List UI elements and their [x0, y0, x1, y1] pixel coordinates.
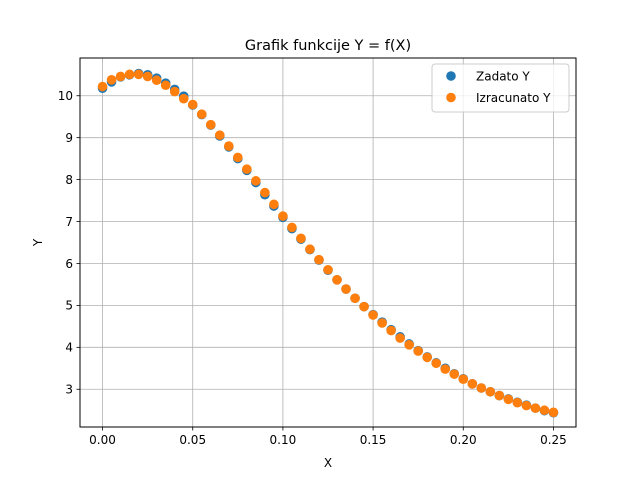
axis-ticks: 0.00 0.05 0.10 0.15 0.20 0.25 3 4 5 6 7 8 9 10 — [58, 89, 567, 447]
data-point — [314, 254, 324, 265]
data-point — [386, 325, 396, 336]
data-point — [503, 394, 514, 405]
data-point — [242, 164, 252, 174]
x-tick-label: 0.25 — [540, 433, 567, 447]
y-tick-label: 3 — [65, 383, 73, 397]
y-tick-label: 5 — [65, 299, 73, 313]
data-point — [260, 187, 270, 198]
data-point — [233, 152, 243, 163]
x-tick-label: 0.00 — [89, 433, 116, 447]
y-tick-label: 9 — [65, 131, 73, 145]
legend-marker — [446, 92, 456, 103]
legend-label: Zadato Y — [476, 69, 530, 83]
data-point — [305, 244, 315, 255]
data-point — [106, 75, 117, 85]
data-point — [521, 400, 532, 411]
legend-marker — [446, 71, 456, 81]
data-point — [214, 130, 225, 140]
data-point — [115, 71, 126, 82]
x-tick-label: 0.20 — [450, 433, 477, 447]
y-tick-label: 6 — [65, 257, 73, 271]
legend-box — [431, 63, 570, 113]
plot-frame — [79, 57, 577, 428]
data-point — [124, 69, 135, 80]
data-point — [97, 81, 108, 92]
y-tick-label: 10 — [58, 89, 73, 103]
x-tick-label: 0.10 — [270, 433, 297, 447]
data-point — [142, 71, 153, 82]
data-point — [178, 93, 189, 104]
x-axis-label: X — [324, 456, 332, 470]
data-point — [440, 364, 451, 374]
data-point — [548, 407, 559, 418]
data-point — [458, 374, 469, 384]
data-point — [368, 310, 378, 320]
data-point — [205, 119, 216, 130]
data-point — [224, 141, 234, 151]
data-point — [395, 333, 405, 343]
chart-title: Grafik funkcije Y = f(X) — [245, 38, 411, 54]
data-point — [196, 109, 207, 119]
y-axis-label: Y — [31, 238, 45, 247]
y-tick-label: 4 — [65, 341, 73, 355]
data-point — [251, 176, 261, 186]
data-point — [467, 379, 478, 389]
x-tick-label: 0.05 — [179, 433, 206, 447]
data-point — [269, 199, 279, 210]
data-point — [151, 75, 162, 86]
data-point — [278, 211, 288, 221]
data-point — [431, 358, 442, 369]
data-point — [494, 390, 505, 401]
data-point — [377, 318, 387, 328]
data-point — [323, 264, 333, 275]
data-point — [449, 369, 460, 379]
data-point — [169, 86, 180, 97]
legend: Zadato Y Izracunato Y — [431, 63, 570, 113]
data-points — [97, 68, 559, 418]
y-tick-label: 7 — [65, 215, 73, 229]
data-point — [287, 222, 297, 233]
data-point — [413, 346, 423, 356]
legend-label: Izracunato Y — [476, 91, 551, 105]
data-point — [133, 69, 144, 80]
data-point — [160, 80, 171, 91]
grid-lines — [80, 58, 576, 427]
series-izracunato-y — [97, 69, 559, 418]
data-point — [530, 403, 541, 413]
data-point — [512, 397, 523, 408]
data-point — [350, 293, 360, 304]
x-tick-label: 0.15 — [360, 433, 387, 447]
data-point — [359, 301, 369, 312]
y-tick-label: 8 — [65, 173, 73, 187]
data-point — [296, 233, 306, 244]
data-point — [187, 99, 198, 110]
data-point — [404, 340, 414, 350]
data-point — [539, 405, 550, 416]
data-point — [332, 275, 342, 285]
data-point — [422, 352, 433, 363]
data-point — [341, 284, 351, 294]
data-point — [476, 383, 487, 393]
data-point — [485, 386, 496, 397]
